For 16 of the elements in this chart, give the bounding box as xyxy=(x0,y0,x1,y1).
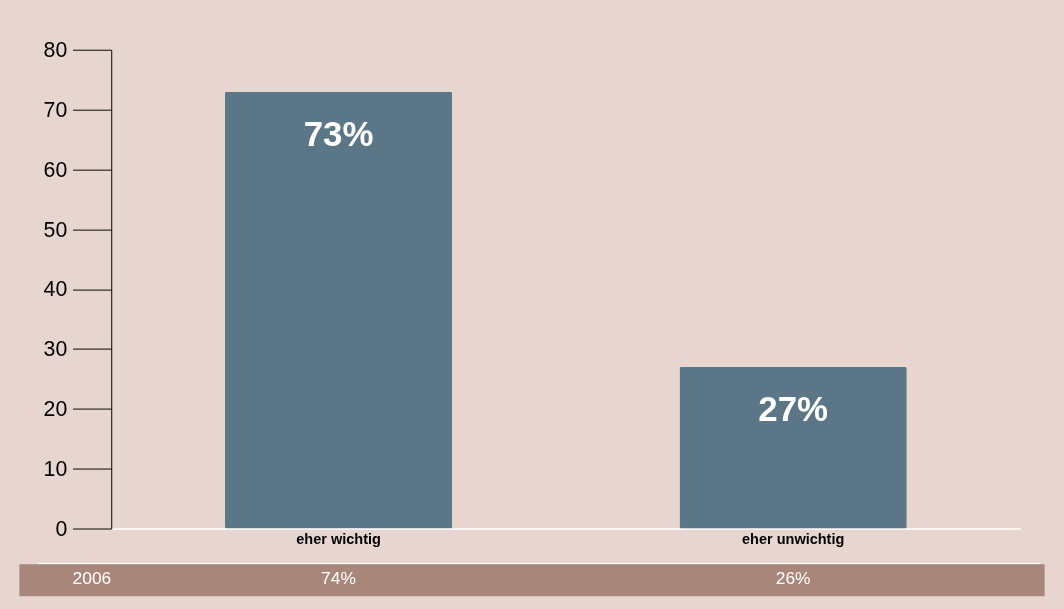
y-tick-label: 70 xyxy=(43,97,68,122)
y-tick-label: 10 xyxy=(43,456,68,481)
data-label: 27% xyxy=(758,389,829,429)
y-tick-label: 0 xyxy=(55,516,68,541)
y-tick-label: 50 xyxy=(43,217,68,242)
y-tick-label: 30 xyxy=(43,337,68,362)
x-tick-label: eher unwichtig xyxy=(742,531,845,548)
y-tick-label: 20 xyxy=(43,397,68,422)
text: 26% xyxy=(775,567,811,588)
text: 74% xyxy=(321,567,356,588)
x-tick-label: eher wichtig xyxy=(296,531,381,548)
text: 2006 xyxy=(72,567,112,588)
y-tick-label: 40 xyxy=(43,277,68,302)
data-label: 73% xyxy=(303,113,374,153)
y-tick-label: 60 xyxy=(43,157,68,182)
y-tick-label: 80 xyxy=(43,37,68,62)
